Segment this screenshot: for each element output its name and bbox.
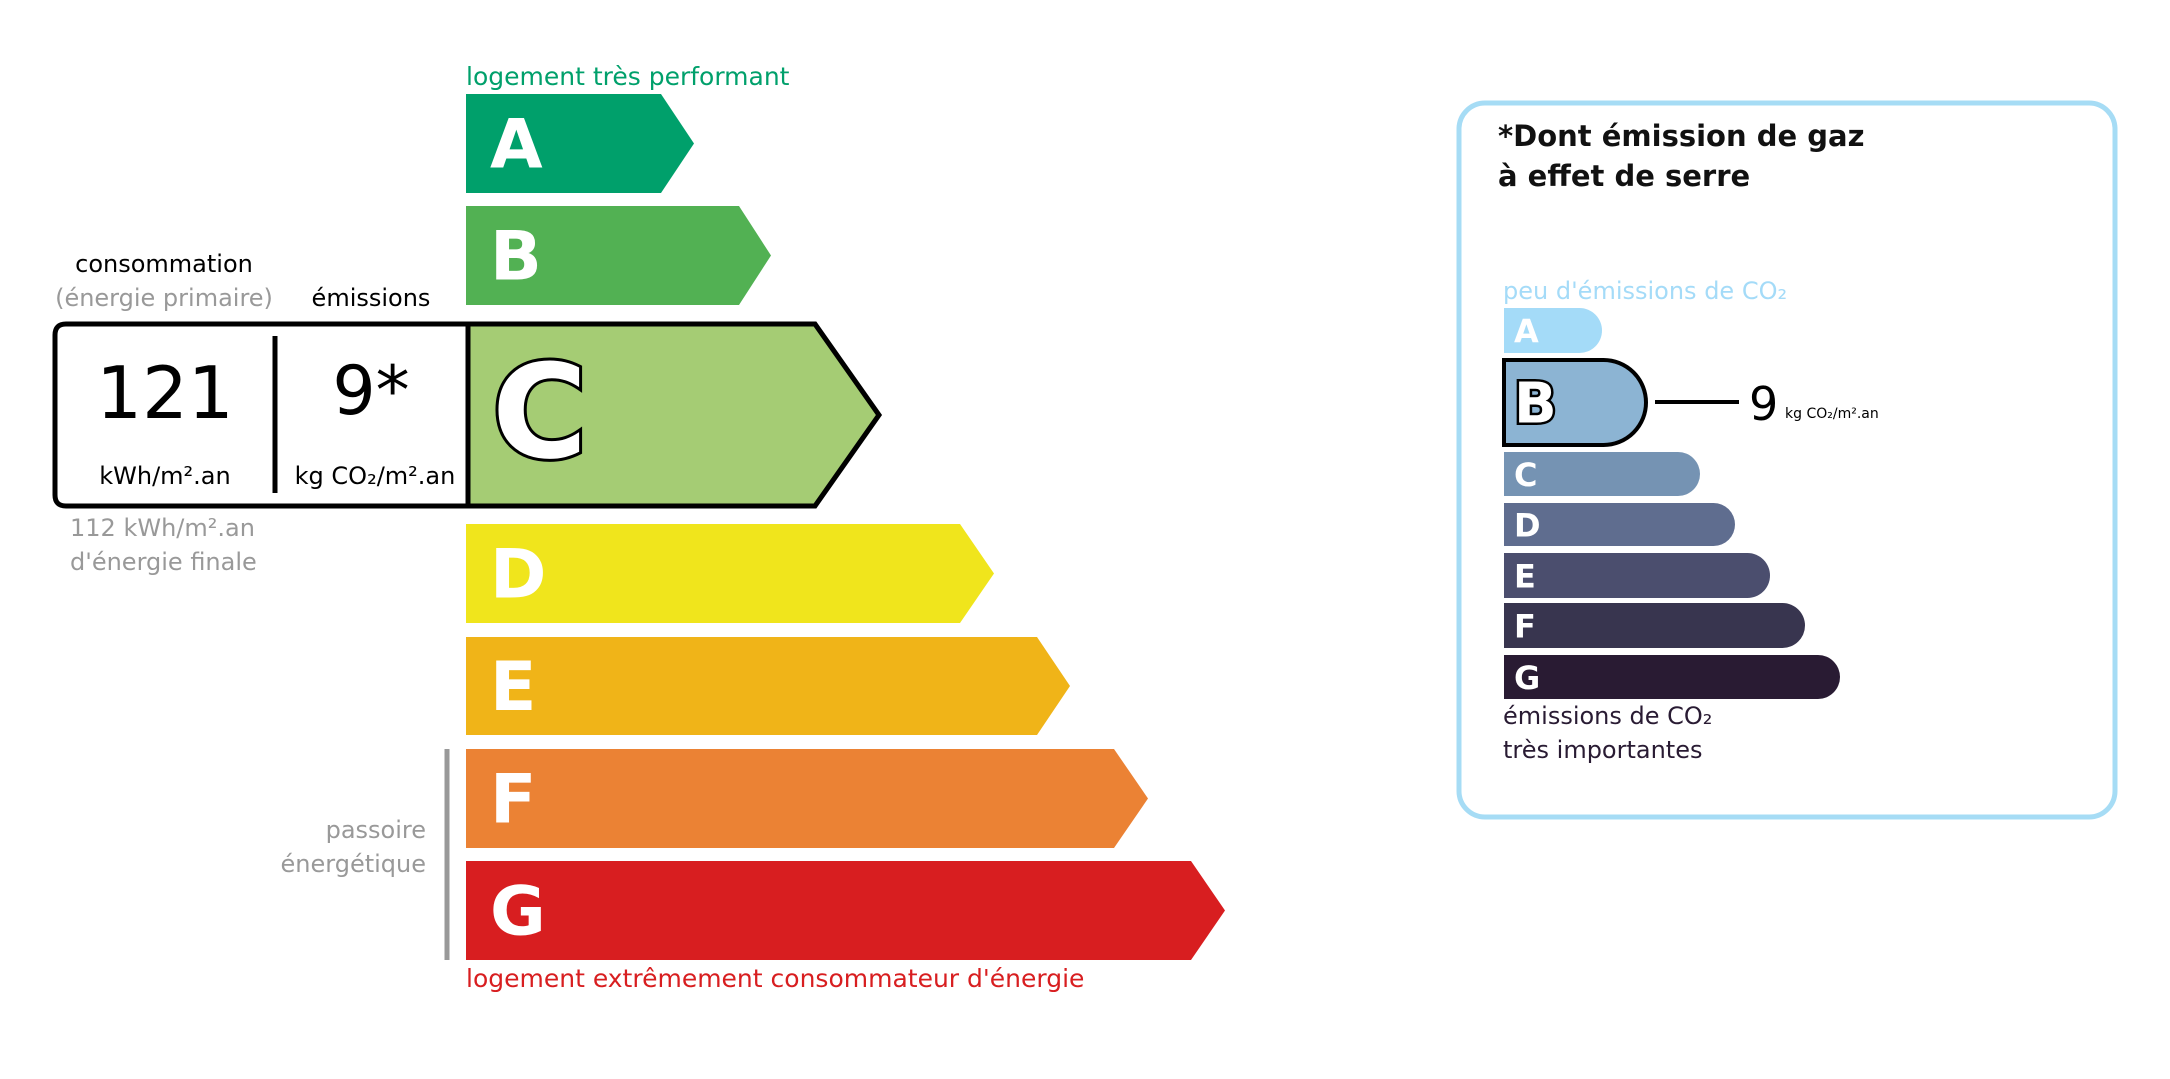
energy-class-letter: D: [490, 536, 546, 615]
ges-class-letter: D: [1514, 507, 1541, 545]
ges-class-a-bar: [1504, 308, 1603, 353]
energy-class-b-bar: [466, 206, 771, 305]
ges-class-letter: E: [1514, 558, 1536, 596]
passoire-label-line1: passoire: [326, 816, 426, 844]
ges-class-b-bar: [1502, 358, 1648, 447]
final-energy-value: 112 kWh/m².an: [70, 514, 255, 542]
energy-class-letter: F: [490, 761, 536, 840]
energy-class-letter: A: [490, 106, 543, 185]
energy-class-letter: C: [492, 336, 587, 488]
ges-class-letter: C: [1514, 456, 1537, 494]
emissions-value: 9*: [332, 352, 409, 431]
energy-class-g-bar: [466, 861, 1225, 960]
emissions-unit: kg CO₂/m².an: [295, 462, 456, 490]
ges-class-letter: G: [1514, 659, 1540, 697]
energy-class-letter: B: [490, 218, 542, 297]
ges-class-letter: B: [1514, 372, 1557, 437]
energy-class-letter: G: [490, 873, 546, 952]
ges-title-line2: à effet de serre: [1498, 159, 1750, 193]
ges-bottom-label-line2: très importantes: [1503, 736, 1703, 764]
energy-class-d-bar: [466, 524, 994, 623]
ges-class-d-bar: [1504, 503, 1736, 546]
ges-title-line1: *Dont émission de gaz: [1498, 119, 1864, 153]
ges-class-e-bar: [1504, 553, 1771, 598]
consumption-sub-label: (énergie primaire): [55, 284, 273, 312]
consumption-label: consommation: [75, 250, 253, 278]
ges-class-letter: F: [1514, 608, 1536, 646]
consumption-unit: kWh/m².an: [99, 462, 230, 490]
passoire-label-line2: énergétique: [281, 850, 426, 878]
ges-value: 9: [1749, 377, 1778, 431]
final-energy-label: d'énergie finale: [70, 548, 257, 576]
ges-class-letter: A: [1514, 313, 1539, 351]
energy-class-a-bar: [466, 94, 694, 193]
energy-bottom-label: logement extrêmement consommateur d'éner…: [466, 964, 1084, 993]
ges-unit: kg CO₂/m².an: [1785, 406, 1879, 422]
energy-class-letter: E: [490, 648, 536, 727]
ges-bottom-label-line1: émissions de CO₂: [1503, 702, 1712, 730]
energy-class-e-bar: [466, 637, 1070, 735]
energy-top-label: logement très performant: [466, 62, 790, 91]
consumption-value: 121: [96, 351, 233, 435]
energy-class-f-bar: [466, 749, 1148, 848]
ges-top-label: peu d'émissions de CO₂: [1503, 277, 1787, 305]
emissions-label: émissions: [312, 284, 431, 312]
ges-class-f-bar: [1504, 603, 1805, 648]
value-box: [52, 321, 471, 509]
ges-class-g-bar: [1504, 655, 1840, 699]
ges-class-c-bar: [1504, 452, 1700, 496]
